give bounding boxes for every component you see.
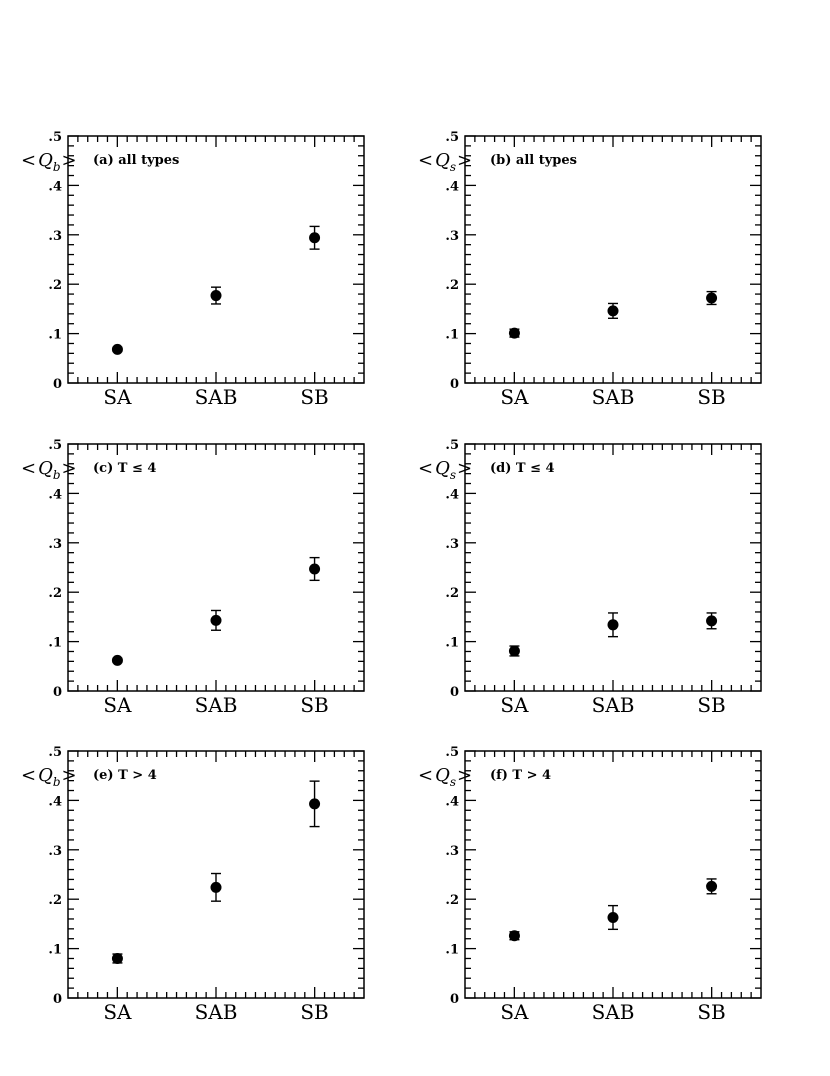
data-point (111, 952, 123, 964)
y-tick-label: .4 (48, 487, 62, 502)
data-point (508, 645, 520, 657)
y-tick-label: .1 (48, 943, 62, 958)
category-label: SB (300, 385, 328, 409)
panel-label: (c) T ≤ 4 (93, 461, 156, 476)
data-point (706, 880, 718, 892)
y-axis-label: < Qb> (21, 765, 77, 789)
category-label: SA (103, 1000, 132, 1024)
y-tick-label: .2 (48, 586, 62, 601)
data-point (309, 232, 321, 244)
data-point (111, 343, 123, 355)
y-tick-label: 0 (53, 377, 62, 392)
panel-label: (d) T ≤ 4 (490, 461, 555, 476)
panel-label: (a) all types (93, 153, 179, 168)
y-tick-label: 0 (53, 685, 62, 700)
data-point (309, 798, 321, 810)
y-tick-label: .5 (445, 130, 459, 145)
y-tick-label: .3 (48, 537, 62, 552)
plot-frame (464, 135, 762, 384)
y-tick-label: 0 (450, 685, 459, 700)
y-tick-label: .2 (48, 893, 62, 908)
y-tick-label: .5 (445, 438, 459, 453)
panel-label: (f) T > 4 (490, 768, 551, 783)
category-label: SA (103, 693, 132, 717)
data-point (508, 930, 520, 942)
y-tick-label: .5 (445, 745, 459, 760)
plot-frame (67, 135, 365, 384)
category-label: SB (697, 693, 725, 717)
data-point (210, 290, 222, 302)
y-axis-label: < Qb> (21, 458, 77, 482)
y-axis-label: < Qs> (418, 765, 472, 789)
y-tick-label: .2 (48, 278, 62, 293)
data-point (706, 615, 718, 627)
y-tick-label: .1 (445, 328, 459, 343)
y-tick-label: .5 (48, 438, 62, 453)
y-tick-label: .4 (48, 794, 62, 809)
y-tick-label: .1 (48, 636, 62, 651)
y-tick-label: 0 (450, 377, 459, 392)
data-point (607, 305, 619, 317)
data-point (111, 654, 123, 666)
data-point (607, 911, 619, 923)
y-tick-label: .4 (445, 794, 459, 809)
y-tick-label: .5 (48, 745, 62, 760)
category-label: SAB (195, 385, 238, 409)
category-label: SAB (592, 693, 635, 717)
panel-b: 0 .1 .2 .3 .4 .5 SA SAB SB < Qs> (b) all types (418, 130, 762, 409)
panel-f: 0 .1 .2 .3 .4 .5 SA SAB SB < Qs> (f) T > 4 (418, 745, 762, 1024)
y-tick-label: .1 (445, 636, 459, 651)
panel-label: (b) all types (490, 153, 577, 168)
panel-c: 0 .1 .2 .3 .4 .5 SA SAB SB < Qb> (c) T ≤ 4 (21, 438, 365, 717)
y-tick-label: .3 (445, 537, 459, 552)
y-tick-label: .3 (445, 844, 459, 859)
y-axis-label: < Qs> (418, 150, 472, 174)
data-point (607, 619, 619, 631)
category-label: SB (697, 385, 725, 409)
data-point (210, 614, 222, 626)
y-tick-label: .2 (445, 586, 459, 601)
panel-a: 0 .1 .2 .3 .4 .5 SA SAB SB < Qb> (a) all types (21, 130, 365, 409)
data-point (706, 292, 718, 304)
y-tick-label: .3 (48, 844, 62, 859)
plot-frame (464, 750, 762, 999)
y-tick-label: .4 (48, 179, 62, 194)
y-tick-label: .3 (48, 229, 62, 244)
panel-label: (e) T > 4 (93, 768, 157, 783)
category-label: SA (500, 385, 529, 409)
category-label: SA (500, 1000, 529, 1024)
y-tick-label: .2 (445, 893, 459, 908)
panel-e: 0 .1 .2 .3 .4 .5 SA SAB SB < Qb> (e) T > 4 (21, 745, 365, 1024)
y-tick-label: .2 (445, 278, 459, 293)
category-label: SAB (592, 1000, 635, 1024)
y-tick-label: .5 (48, 130, 62, 145)
y-tick-label: .1 (445, 943, 459, 958)
category-label: SA (500, 693, 529, 717)
panel-d: 0 .1 .2 .3 .4 .5 SA SAB SB < Qs> (d) T ≤ 4 (418, 438, 762, 717)
plot-frame (464, 443, 762, 692)
y-tick-label: .1 (48, 328, 62, 343)
data-point (210, 881, 222, 893)
data-point (309, 563, 321, 575)
category-label: SB (300, 693, 328, 717)
y-tick-label: 0 (53, 992, 62, 1007)
category-label: SB (697, 1000, 725, 1024)
y-tick-label: .3 (445, 229, 459, 244)
y-axis-label: < Qb> (21, 150, 77, 174)
category-label: SAB (592, 385, 635, 409)
category-label: SB (300, 1000, 328, 1024)
data-point (508, 327, 520, 339)
category-label: SAB (195, 693, 238, 717)
category-label: SAB (195, 1000, 238, 1024)
category-label: SA (103, 385, 132, 409)
y-tick-label: .4 (445, 487, 459, 502)
y-axis-label: < Qs> (418, 458, 472, 482)
y-tick-label: .4 (445, 179, 459, 194)
y-tick-label: 0 (450, 992, 459, 1007)
